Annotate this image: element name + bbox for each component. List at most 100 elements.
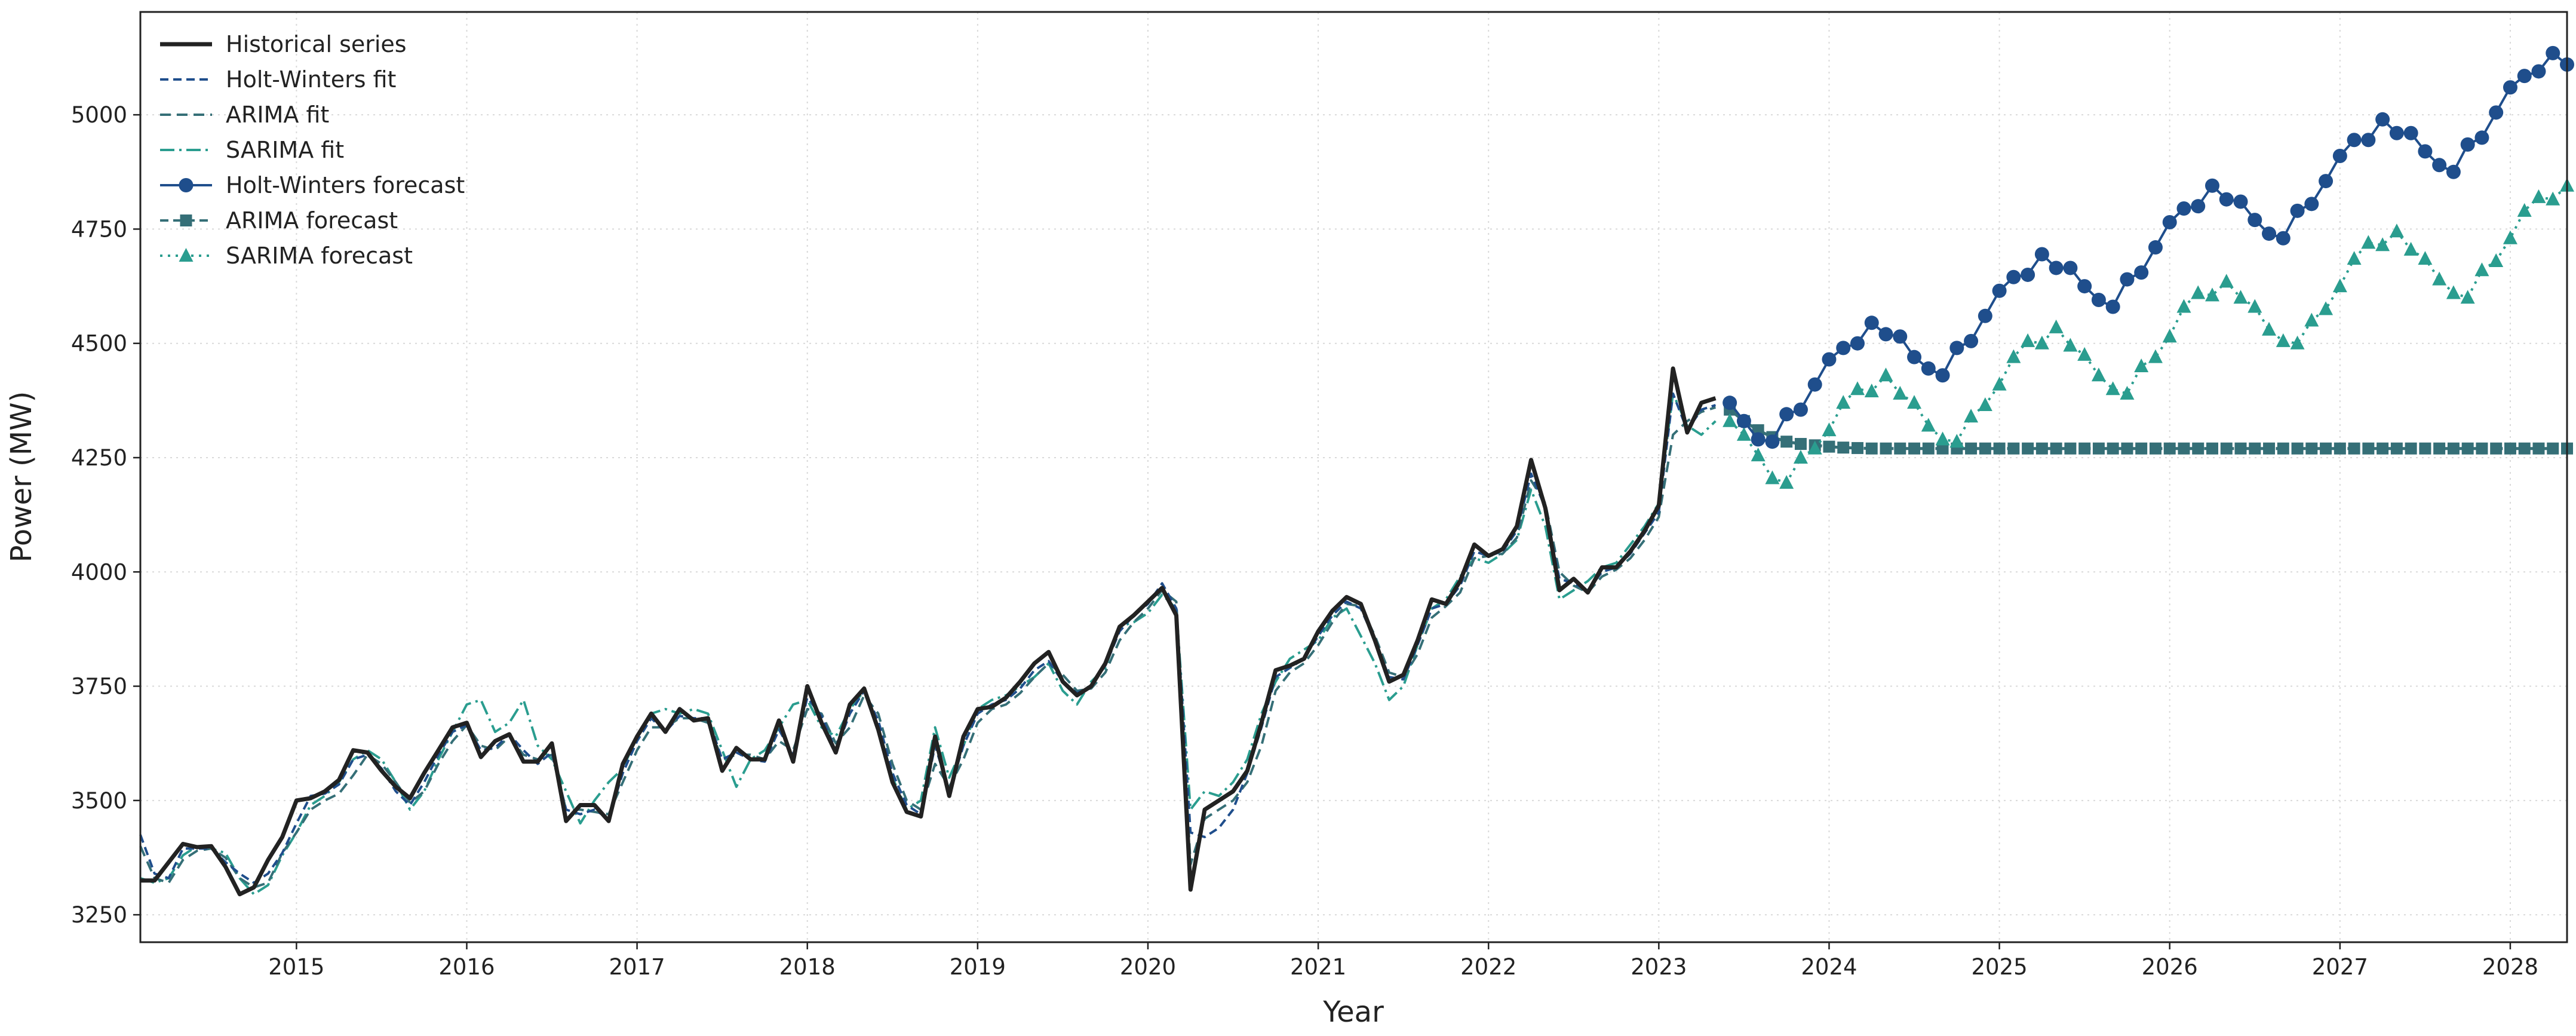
legend-swatch-marker — [180, 214, 192, 226]
holt-winters-forecast-marker — [1850, 336, 1865, 351]
arima-forecast-marker — [2419, 442, 2431, 455]
sarima-forecast-marker — [2176, 299, 2191, 313]
arima-forecast-marker — [2377, 442, 2389, 455]
arima-forecast-marker — [2461, 442, 2474, 455]
x-tick-label: 2026 — [2142, 954, 2198, 980]
holt-winters-forecast-marker — [1751, 432, 1766, 447]
arima-forecast-marker — [1965, 442, 1978, 455]
holt-winters-forecast-marker — [1935, 368, 1950, 383]
sarima-forecast-marker — [2091, 367, 2106, 382]
arima-forecast-marker — [1993, 442, 2006, 455]
holt-winters-forecast-marker — [2446, 164, 2461, 179]
sarima-forecast-marker — [1864, 384, 1879, 398]
sarima-forecast-marker — [2063, 338, 2078, 352]
holt-winters-forecast-marker — [2063, 260, 2078, 275]
arima-forecast-marker — [2490, 442, 2503, 455]
arima-forecast-marker — [2348, 442, 2360, 455]
sarima-forecast-marker — [2034, 335, 2049, 350]
holt-winters-forecast-marker — [2176, 201, 2191, 216]
arima-forecast-marker — [2022, 442, 2034, 455]
y-axis-title: Power (MW) — [5, 391, 38, 563]
sarima-forecast-marker — [2319, 301, 2334, 315]
holt-winters-forecast-marker — [1878, 327, 1893, 342]
sarima-forecast-marker — [1935, 431, 1950, 446]
sarima-forecast-marker — [1949, 434, 1964, 448]
holt-winters-forecast-marker — [2148, 240, 2163, 255]
arima-forecast-marker — [2547, 442, 2559, 455]
holt-winters-forecast-marker — [2319, 174, 2334, 189]
x-tick-label: 2028 — [2482, 954, 2538, 980]
arima-forecast-marker — [2447, 442, 2460, 455]
holt-winters-forecast-marker — [1893, 329, 1908, 344]
holt-winters-forecast-marker — [1864, 315, 1879, 330]
sarima-forecast-marker — [2021, 333, 2035, 347]
holt-winters-forecast-marker — [2290, 203, 2305, 218]
plot-frame — [139, 11, 2568, 943]
historical-series-line — [140, 366, 1717, 897]
x-tick-label: 2020 — [1120, 954, 1176, 980]
arima-forecast-marker — [2178, 442, 2190, 455]
sarima-forecast-marker — [1765, 470, 1780, 485]
x-tick-label: 2022 — [1460, 954, 1516, 980]
holt-winters-forecast-marker — [2489, 105, 2504, 120]
legend-label: SARIMA forecast — [226, 243, 413, 269]
holt-winters-forecast-marker — [2021, 267, 2035, 282]
sarima-forecast-marker — [2276, 333, 2291, 347]
arima-forecast-marker — [1979, 442, 1991, 455]
arima-forecast-marker — [2206, 442, 2218, 455]
sarima-forecast-marker — [2262, 321, 2277, 336]
arima-forecast-marker — [2504, 442, 2516, 455]
x-tick-label: 2024 — [1801, 954, 1857, 980]
holt-winters-forecast-marker — [2205, 178, 2219, 193]
sarima-forecast-marker — [2432, 271, 2447, 286]
sarima-forecast-marker — [1921, 418, 1936, 432]
arima-forecast-marker — [2291, 442, 2304, 455]
holt-winters-forecast-marker — [2091, 293, 2106, 308]
holt-winters-forecast-marker — [1921, 361, 1936, 376]
sarima-forecast-marker — [2446, 285, 2461, 299]
arima-forecast-marker — [1837, 442, 1850, 454]
holt-winters-forecast-marker — [1992, 283, 2007, 298]
holt-winters-forecast-marker — [2531, 64, 2546, 79]
arima-forecast-marker — [2192, 442, 2205, 455]
holt-winters-forecast-marker — [2418, 144, 2433, 159]
holt-winters-forecast-marker — [2361, 133, 2376, 148]
arima-forecast-marker — [1922, 442, 1935, 455]
legend-label: Holt-Winters forecast — [226, 172, 465, 198]
sarima-forecast-marker — [2460, 290, 2475, 304]
sarima-forecast-marker — [2361, 235, 2376, 249]
sarima-forecast-marker — [1978, 397, 1992, 411]
y-tick-label: 4750 — [71, 216, 127, 242]
x-tick-label: 2027 — [2312, 954, 2368, 980]
x-tick-label: 2021 — [1290, 954, 1346, 980]
sarima-forecast-marker — [1807, 440, 1822, 455]
sarima-forecast-marker — [2219, 274, 2234, 288]
sarima-forecast-marker — [2290, 335, 2305, 350]
holt-winters-forecast-marker — [1723, 396, 1737, 410]
arima-forecast-marker — [2064, 442, 2077, 455]
arima-forecast-marker — [2277, 442, 2289, 455]
plot-series — [139, 45, 2574, 897]
holt-winters-forecast-marker — [1978, 308, 1992, 323]
y-tick-label: 5000 — [71, 102, 127, 128]
y-tick-label: 3500 — [71, 788, 127, 814]
legend-label: Historical series — [226, 31, 407, 57]
arima-forecast-marker — [1780, 436, 1793, 448]
sarima-forecast-marker — [2389, 223, 2404, 238]
sarima-forecast-marker — [1836, 395, 1851, 409]
holt-winters-forecast-marker — [1807, 377, 1822, 392]
holt-winters-forecast-marker — [2332, 149, 2347, 164]
arima-forecast-marker — [1823, 440, 1835, 453]
sarima-forecast-marker — [2191, 285, 2206, 299]
sarima-forecast-marker — [2304, 312, 2319, 327]
holt-winters-forecast-marker — [2034, 247, 2049, 262]
sarima-forecast-marker — [2105, 381, 2120, 396]
sarima-forecast-marker — [2517, 203, 2532, 217]
arima-forecast-marker — [2050, 442, 2062, 455]
legend-label: ARIMA fit — [226, 102, 329, 128]
holt-winters-forecast-marker — [2262, 226, 2277, 241]
arima-forecast-marker — [2334, 442, 2346, 455]
y-tick-label: 4500 — [71, 331, 127, 357]
